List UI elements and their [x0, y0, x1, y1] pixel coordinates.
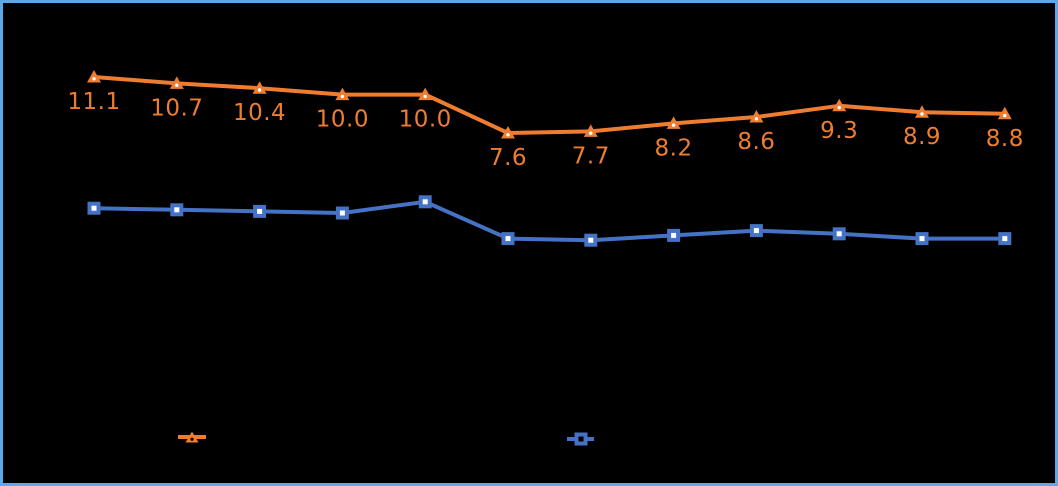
orange-series-marker-center-dot [837, 105, 841, 110]
orange-series-marker [749, 110, 764, 123]
orange-series-marker [169, 76, 184, 89]
orange-series-marker-center-dot [671, 123, 676, 127]
orange-series-marker-center-dot [92, 77, 96, 81]
orange-series-marker-center-dot [257, 88, 262, 92]
orange-series-marker [583, 124, 598, 137]
orange-series-marker-center-dot [589, 131, 593, 135]
blue-series-marker-center-dot [671, 232, 677, 238]
orange-series-data-label: 10.7 [150, 95, 203, 121]
blue-series-marker-center-dot [339, 210, 345, 216]
orange-series-data-label: 11.1 [67, 89, 120, 115]
blue-series-marker-center-dot [505, 236, 511, 242]
orange-series-data-label: 10.0 [316, 107, 369, 133]
blue-series-marker-center-dot [753, 228, 759, 234]
legend-blue-marker-center [578, 436, 584, 442]
blue-series-marker-center-dot [257, 208, 263, 214]
blue-series-marker-center-dot [422, 199, 428, 205]
blue-series-marker-center-dot [1002, 236, 1008, 242]
orange-series-data-label: 10.0 [399, 107, 452, 133]
orange-series-data-label: 9.3 [820, 118, 858, 144]
orange-series-marker [501, 126, 515, 139]
orange-series-marker-center-dot [340, 94, 345, 99]
blue-series-marker-center-dot [588, 237, 594, 243]
orange-series-data-label: 8.8 [986, 126, 1024, 152]
orange-series-marker-center-dot [175, 83, 179, 87]
orange-series-marker [418, 87, 433, 101]
orange-series-data-label: 10.4 [233, 100, 286, 126]
orange-series-marker-center-dot [423, 94, 427, 99]
orange-series-data-label: 7.7 [572, 143, 610, 169]
orange-series-marker-center-dot [506, 133, 510, 137]
blue-series-marker-center-dot [919, 236, 925, 242]
orange-series-marker [666, 116, 681, 129]
orange-series-marker-center-dot [754, 117, 759, 121]
orange-series-marker [87, 70, 101, 83]
blue-series-marker-center-dot [836, 231, 842, 237]
blue-series-marker-center-dot [91, 205, 97, 211]
orange-series-marker [832, 98, 847, 112]
orange-series-data-label: 8.9 [903, 124, 941, 150]
legend-orange-triangle-marker [185, 431, 199, 443]
blue-series-line [93, 199, 1005, 243]
orange-series-data-label: 8.6 [737, 129, 775, 155]
blue-series-marker-center-dot [174, 207, 180, 213]
orange-series-marker-center-dot [1003, 113, 1007, 118]
orange-series-marker [335, 87, 350, 101]
orange-series-marker-center-dot [920, 112, 924, 116]
orange-series-marker [997, 106, 1012, 120]
orange-series-data-label: 7.6 [489, 145, 527, 171]
orange-series-marker [915, 105, 929, 118]
orange-series-marker [252, 81, 267, 94]
orange-series-data-label: 8.2 [655, 135, 693, 161]
legend-orange-marker-center [190, 437, 194, 441]
orange-series-line [93, 75, 1005, 135]
